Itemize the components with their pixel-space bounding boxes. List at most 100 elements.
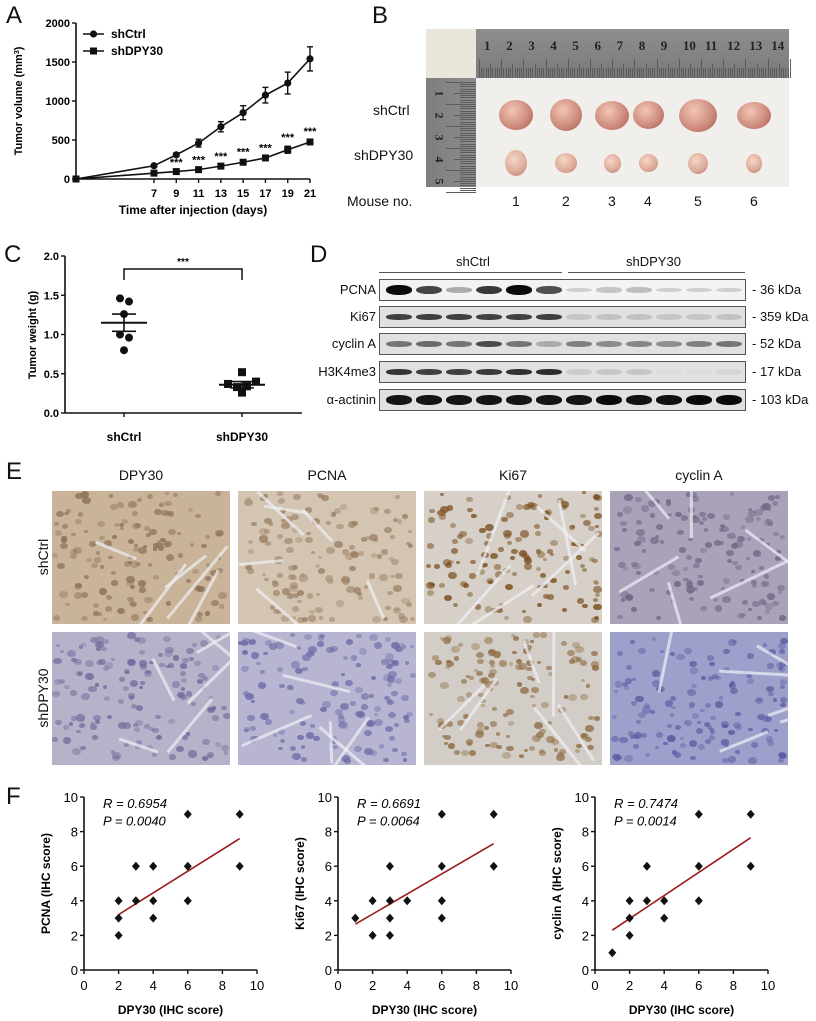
chart-f-cyclin-a: 0 2 4 6 8 10 0 2 4 6 8 10 DPY30 (IHC score) cyclin A … xyxy=(550,790,775,1017)
blot-band xyxy=(656,395,682,405)
ihc-nucleus xyxy=(334,540,344,548)
ruler-tick xyxy=(527,68,529,78)
ihc-nucleus xyxy=(635,570,642,576)
ruler-tick xyxy=(745,59,747,78)
blot-band xyxy=(536,341,562,347)
ruler-tick xyxy=(672,68,674,78)
blot-band xyxy=(506,369,532,375)
ihc-nucleus xyxy=(98,588,107,595)
ihc-nucleus xyxy=(124,743,130,748)
x-axis-label: Time after injection (days) xyxy=(119,203,267,217)
ihc-nucleus xyxy=(391,641,400,649)
ruler-tick xyxy=(701,59,702,78)
ihc-nucleus xyxy=(126,576,136,584)
ruler-tick xyxy=(632,68,634,78)
ihc-nucleus xyxy=(440,492,445,496)
ihc-nucleus xyxy=(767,739,775,746)
ihc-nucleus xyxy=(671,705,677,710)
ihc-nucleus xyxy=(678,546,687,553)
ihc-nucleus xyxy=(732,721,741,729)
blot-band xyxy=(476,341,502,347)
ihc-nucleus xyxy=(675,724,682,730)
ihc-nucleus xyxy=(247,549,254,555)
blot-band xyxy=(446,287,472,293)
ruler-tick xyxy=(643,68,645,78)
ihc-nucleus xyxy=(187,508,193,513)
ruler-tick xyxy=(460,121,476,123)
ihc-nucleus xyxy=(277,497,285,504)
svg-text:shDPY30: shDPY30 xyxy=(111,44,163,58)
ihc-nucleus xyxy=(641,505,650,512)
ihc-nucleus xyxy=(156,539,162,544)
x-tick-label: 6 xyxy=(438,978,445,993)
ihc-nucleus xyxy=(690,683,697,689)
ihc-nucleus xyxy=(133,722,139,728)
ihc-nucleus xyxy=(169,754,176,760)
ihc-nucleus xyxy=(610,735,619,743)
ihc-nucleus xyxy=(437,509,446,517)
ihc-image-shCtrl-DPY30 xyxy=(52,491,230,624)
x-tick-label: 8 xyxy=(219,978,226,993)
ruler-tick xyxy=(460,108,476,110)
ihc-nucleus xyxy=(550,552,555,556)
ihc-nucleus xyxy=(747,653,755,660)
ihc-nucleus xyxy=(561,505,567,510)
ihc-nucleus xyxy=(306,732,315,739)
ihc-nucleus xyxy=(702,516,708,522)
ihc-nucleus xyxy=(635,520,642,526)
ihc-nucleus xyxy=(644,703,650,708)
ihc-nucleus xyxy=(451,646,461,654)
ihc-nucleus xyxy=(164,649,174,657)
ihc-nucleus xyxy=(470,559,476,564)
ihc-nucleus xyxy=(487,649,496,656)
ruler-tick xyxy=(583,68,585,78)
ihc-nucleus xyxy=(306,531,311,536)
ruler-tick xyxy=(725,68,727,78)
series-shCtrl xyxy=(72,46,314,183)
ihc-nucleus xyxy=(461,749,469,756)
ihc-nucleus xyxy=(644,752,651,757)
ihc-nucleus xyxy=(374,507,379,511)
ihc-nucleus xyxy=(723,514,731,520)
ihc-nucleus xyxy=(340,754,350,762)
ihc-nucleus xyxy=(76,729,81,734)
ihc-nucleus xyxy=(775,495,781,500)
ihc-nucleus xyxy=(518,663,527,670)
ihc-nucleus xyxy=(659,539,665,544)
ihc-nucleus xyxy=(550,738,559,746)
ihc-nucleus xyxy=(223,751,229,755)
ruler-tick xyxy=(556,64,558,78)
ihc-nucleus xyxy=(95,659,103,666)
ihc-nucleus xyxy=(93,611,99,616)
mouse-number: 6 xyxy=(750,193,758,209)
blot-band xyxy=(566,369,592,375)
ihc-nucleus xyxy=(490,663,496,668)
y-tick-label: 2 xyxy=(71,928,78,943)
ihc-nucleus xyxy=(539,573,547,579)
ihc-nucleus xyxy=(688,537,694,542)
ihc-nucleus xyxy=(752,550,761,557)
ihc-nucleus xyxy=(127,597,134,603)
ihc-nucleus xyxy=(575,645,584,653)
ihc-nucleus xyxy=(686,555,693,561)
ihc-nucleus xyxy=(631,677,637,681)
ruler-tick xyxy=(512,64,514,78)
ihc-nucleus xyxy=(89,540,97,547)
ruler-tick xyxy=(460,172,476,174)
ihc-nucleus xyxy=(192,642,198,647)
ruler-tick xyxy=(689,64,691,78)
ihc-nucleus xyxy=(256,661,261,666)
ihc-nucleus xyxy=(374,712,379,717)
ihc-nucleus xyxy=(756,713,765,721)
ihc-nucleus xyxy=(393,518,399,523)
ihc-nucleus xyxy=(732,560,738,566)
ihc-nucleus xyxy=(261,572,266,576)
ihc-nucleus xyxy=(748,757,757,765)
ihc-nucleus xyxy=(524,555,532,562)
ihc-nucleus xyxy=(459,580,468,587)
ihc-nucleus xyxy=(520,687,530,695)
ruler-tick xyxy=(460,101,476,103)
ihc-nucleus xyxy=(389,557,394,562)
ihc-nucleus xyxy=(538,728,546,735)
ihc-nucleus xyxy=(636,720,642,725)
